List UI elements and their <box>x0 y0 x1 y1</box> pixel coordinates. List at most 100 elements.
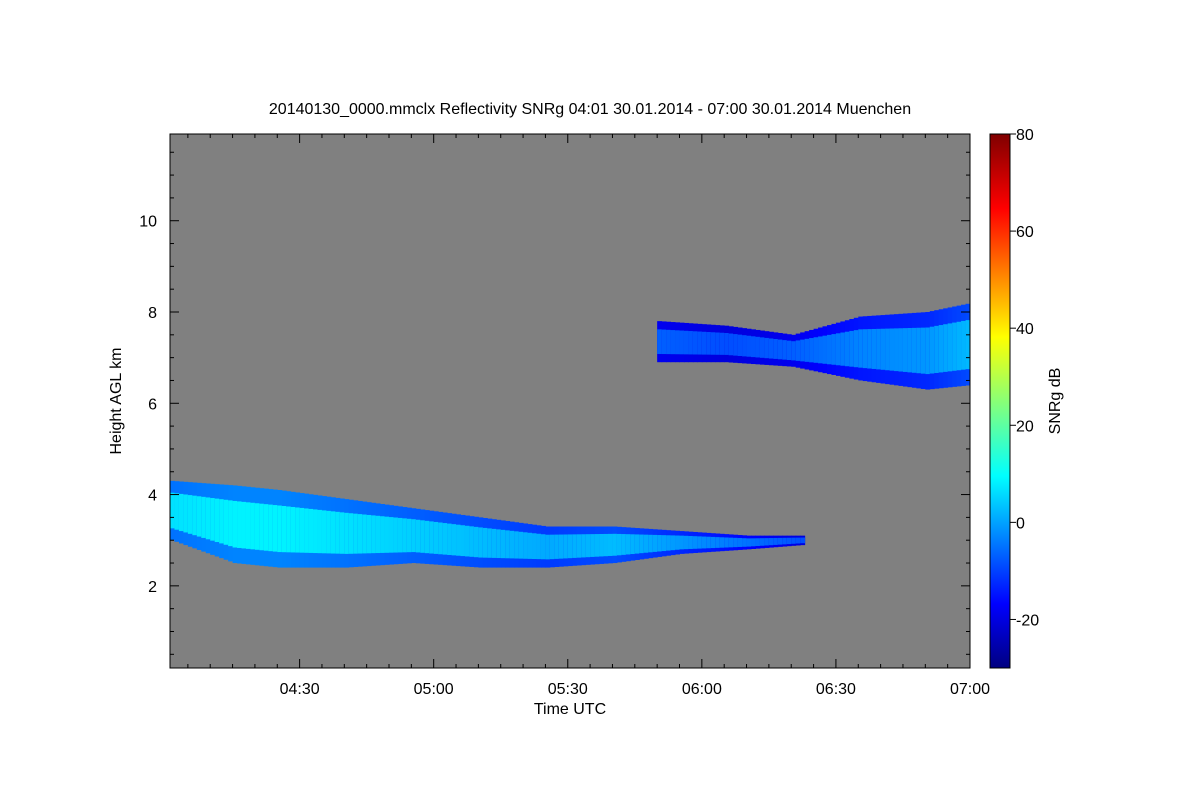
data-cell-core <box>321 510 327 554</box>
y-axis-label: Height AGL km <box>108 347 125 454</box>
data-cell-core <box>692 536 698 549</box>
data-cell-core <box>174 493 180 530</box>
y-axis: 2 4 6 8 10 <box>139 151 970 655</box>
y-tick-label: 4 <box>148 488 157 505</box>
data-cell-core <box>737 538 743 547</box>
data-cell-core <box>777 537 783 545</box>
data-cell-core <box>831 334 837 365</box>
colorbar-tick-label: 20 <box>1016 418 1034 435</box>
y-tick-label: 6 <box>148 396 157 413</box>
data-cell-core <box>464 525 470 557</box>
data-cell-core <box>380 516 386 553</box>
data-cell-core <box>375 515 381 554</box>
data-cell-core <box>728 333 734 356</box>
data-cell-core <box>688 331 694 355</box>
colorbar-tick-label: 80 <box>1016 127 1034 144</box>
x-tick-label: 05:00 <box>414 681 454 698</box>
data-cell-core <box>621 534 627 555</box>
data-cell-core <box>934 325 940 373</box>
data-cell-core <box>393 517 399 553</box>
data-cell-core <box>344 512 350 554</box>
data-cell-core <box>594 534 600 557</box>
data-cell-core <box>862 329 868 369</box>
data-cell-core <box>746 335 752 357</box>
data-cell-core <box>250 502 256 550</box>
data-cell-core <box>737 334 743 356</box>
data-cell-core <box>710 332 716 355</box>
data-cell-core <box>406 518 412 553</box>
data-cell-core <box>442 523 448 555</box>
data-cell-core <box>809 338 815 363</box>
data-cell-core <box>773 537 779 545</box>
data-cell-core <box>683 330 689 355</box>
colorbar-tick-label: -20 <box>1016 612 1039 629</box>
data-cell-core <box>782 340 788 360</box>
data-cell-core <box>268 504 274 552</box>
data-cell-core <box>625 534 631 555</box>
data-cell-core <box>643 534 649 553</box>
data-cell-core <box>880 328 886 370</box>
data-cell-core <box>911 327 917 373</box>
data-cell-core <box>496 529 502 559</box>
data-cell-core <box>187 495 193 534</box>
data-cell-core <box>675 330 680 355</box>
data-cell-core <box>183 494 189 533</box>
data-cell-core <box>178 493 184 532</box>
data-cell-core <box>925 327 931 375</box>
data-cell-core <box>719 537 725 548</box>
data-cell-core <box>299 507 305 553</box>
data-cell-core <box>701 536 707 549</box>
data-cell-core <box>768 338 774 359</box>
data-cell-core <box>710 536 716 549</box>
cloud-layer-2 <box>657 303 970 390</box>
data-cell-core <box>308 508 314 553</box>
data-cell-core <box>679 535 685 550</box>
data-cell-core <box>724 537 730 548</box>
colorbar-ticks: -20 0 20 40 60 80 <box>1010 127 1039 629</box>
data-cell-core <box>733 537 739 548</box>
data-cell-core <box>889 328 895 371</box>
data-cell-core <box>433 521 439 554</box>
data-cell-core <box>657 329 663 354</box>
data-cell-core <box>536 533 542 560</box>
data-cell-core <box>782 537 788 545</box>
data-cell-core <box>759 337 765 358</box>
data-cell-core <box>634 534 640 554</box>
data-cell-core <box>661 535 667 552</box>
data-cell-core <box>558 534 564 559</box>
data-cell-core <box>585 534 591 558</box>
data-cell-core <box>451 524 457 556</box>
data-cell-core <box>603 533 609 557</box>
data-cell-core <box>956 321 962 371</box>
data-cell-core <box>290 506 296 553</box>
data-cell-core <box>902 328 908 372</box>
data-cell-core <box>894 328 899 372</box>
data-cell-core <box>518 531 524 559</box>
data-cell-core <box>715 332 721 355</box>
data-cell-core <box>661 329 667 355</box>
data-cell-core <box>639 534 645 554</box>
data-cell-core <box>885 328 891 371</box>
data-cell-core <box>947 323 953 372</box>
data-cell-core <box>849 330 855 367</box>
data-cell-core <box>509 530 515 559</box>
plot-frame <box>169 133 971 669</box>
data-cell-core <box>563 534 569 559</box>
data-cell-core <box>478 527 484 558</box>
data-cell-core <box>335 511 341 554</box>
data-cell-core <box>751 538 756 547</box>
data-cell-core <box>791 341 797 361</box>
data-cell-core <box>800 537 806 544</box>
data-cell-core <box>670 330 676 355</box>
data-cell-core <box>871 328 877 369</box>
x-axis-label: Time UTC <box>534 701 606 718</box>
data-cell-core <box>795 340 801 361</box>
data-cell-core <box>196 496 202 537</box>
data-cell-core <box>929 326 935 374</box>
data-cell-core <box>527 532 533 559</box>
data-cell-core <box>330 511 336 554</box>
data-cell-core <box>701 331 707 355</box>
data-cell-core <box>348 513 354 554</box>
data-cell-core <box>572 534 578 558</box>
data-cell-core <box>482 527 488 558</box>
